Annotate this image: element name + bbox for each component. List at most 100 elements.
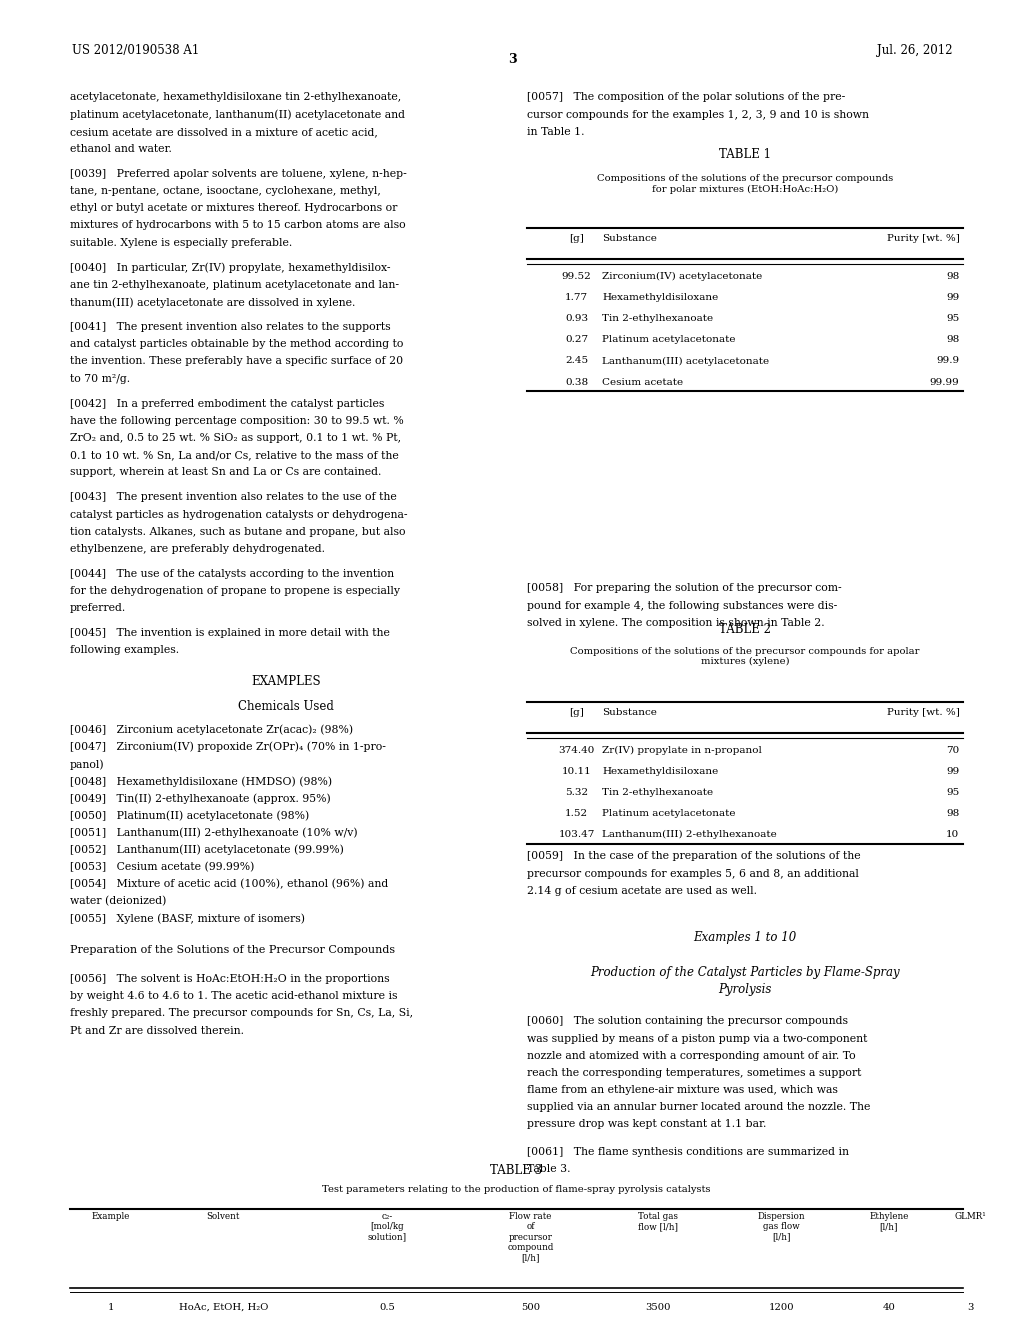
- Text: 99: 99: [946, 293, 959, 302]
- Text: precursor compounds for examples 5, 6 and 8, an additional: precursor compounds for examples 5, 6 an…: [527, 869, 859, 879]
- Text: acetylacetonate, hexamethyldisiloxane tin 2-ethylhexanoate,: acetylacetonate, hexamethyldisiloxane ti…: [70, 92, 400, 103]
- Text: [0054]   Mixture of acetic acid (100%), ethanol (96%) and: [0054] Mixture of acetic acid (100%), et…: [70, 879, 388, 890]
- Text: ane tin 2-ethylhexanoate, platinum acetylacetonate and lan-: ane tin 2-ethylhexanoate, platinum acety…: [70, 280, 398, 290]
- Text: to 70 m²/g.: to 70 m²/g.: [70, 374, 130, 384]
- Text: cursor compounds for the examples 1, 2, 3, 9 and 10 is shown: cursor compounds for the examples 1, 2, …: [527, 110, 869, 120]
- Text: pressure drop was kept constant at 1.1 bar.: pressure drop was kept constant at 1.1 b…: [527, 1119, 767, 1130]
- Text: Chemicals Used: Chemicals Used: [238, 700, 334, 713]
- Text: [0048]   Hexamethyldisiloxane (HMDSO) (98%): [0048] Hexamethyldisiloxane (HMDSO) (98%…: [70, 776, 332, 787]
- Text: ethanol and water.: ethanol and water.: [70, 144, 171, 154]
- Text: tion catalysts. Alkanes, such as butane and propane, but also: tion catalysts. Alkanes, such as butane …: [70, 527, 406, 537]
- Text: following examples.: following examples.: [70, 645, 179, 656]
- Text: Solvent: Solvent: [207, 1212, 240, 1221]
- Text: [0056]   The solvent is HoAc:EtOH:H₂O in the proportions: [0056] The solvent is HoAc:EtOH:H₂O in t…: [70, 974, 389, 985]
- Text: 70: 70: [946, 746, 959, 755]
- Text: 1.77: 1.77: [565, 293, 588, 302]
- Text: Compositions of the solutions of the precursor compounds
for polar mixtures (EtO: Compositions of the solutions of the pre…: [597, 174, 893, 194]
- Text: [0043]   The present invention also relates to the use of the: [0043] The present invention also relate…: [70, 492, 396, 503]
- Text: by weight 4.6 to 4.6 to 1. The acetic acid-ethanol mixture is: by weight 4.6 to 4.6 to 1. The acetic ac…: [70, 991, 397, 1002]
- Text: nozzle and atomized with a corresponding amount of air. To: nozzle and atomized with a corresponding…: [527, 1051, 856, 1061]
- Text: 500: 500: [521, 1303, 540, 1312]
- Text: cesium acetate are dissolved in a mixture of acetic acid,: cesium acetate are dissolved in a mixtur…: [70, 127, 378, 137]
- Text: Cesium acetate: Cesium acetate: [602, 378, 683, 387]
- Text: [0042]   In a preferred embodiment the catalyst particles: [0042] In a preferred embodiment the cat…: [70, 399, 384, 409]
- Text: [0060]   The solution containing the precursor compounds: [0060] The solution containing the precu…: [527, 1016, 848, 1027]
- Text: [0045]   The invention is explained in more detail with the: [0045] The invention is explained in mor…: [70, 628, 389, 639]
- Text: [g]: [g]: [569, 708, 584, 717]
- Text: [0040]   In particular, Zr(IV) propylate, hexamethyldisilox-: [0040] In particular, Zr(IV) propylate, …: [70, 263, 390, 273]
- Text: Flow rate
of
precursor
compound
[l/h]: Flow rate of precursor compound [l/h]: [507, 1212, 554, 1262]
- Text: Test parameters relating to the production of flame-spray pyrolysis catalysts: Test parameters relating to the producti…: [322, 1185, 711, 1195]
- Text: 3500: 3500: [646, 1303, 671, 1312]
- Text: [0057]   The composition of the polar solutions of the pre-: [0057] The composition of the polar solu…: [527, 92, 846, 103]
- Text: flame from an ethylene-air mixture was used, which was: flame from an ethylene-air mixture was u…: [527, 1085, 839, 1096]
- Text: Production of the Catalyst Particles by Flame-Spray: Production of the Catalyst Particles by …: [590, 966, 900, 979]
- Text: Hexamethyldisiloxane: Hexamethyldisiloxane: [602, 293, 719, 302]
- Text: 98: 98: [946, 272, 959, 281]
- Text: 3: 3: [968, 1303, 974, 1312]
- Text: freshly prepared. The precursor compounds for Sn, Cs, La, Si,: freshly prepared. The precursor compound…: [70, 1008, 413, 1019]
- Text: 3: 3: [508, 53, 516, 66]
- Text: 10: 10: [946, 830, 959, 840]
- Text: have the following percentage composition: 30 to 99.5 wt. %: have the following percentage compositio…: [70, 416, 403, 426]
- Text: in Table 1.: in Table 1.: [527, 127, 585, 137]
- Text: ZrO₂ and, 0.5 to 25 wt. % SiO₂ as support, 0.1 to 1 wt. % Pt,: ZrO₂ and, 0.5 to 25 wt. % SiO₂ as suppor…: [70, 433, 400, 444]
- Text: Examples 1 to 10: Examples 1 to 10: [693, 931, 797, 944]
- Text: suitable. Xylene is especially preferable.: suitable. Xylene is especially preferabl…: [70, 238, 292, 248]
- Text: 0.1 to 10 wt. % Sn, La and/or Cs, relative to the mass of the: 0.1 to 10 wt. % Sn, La and/or Cs, relati…: [70, 450, 398, 461]
- Text: Zr(IV) propylate in n-propanol: Zr(IV) propylate in n-propanol: [602, 746, 762, 755]
- Text: 103.47: 103.47: [558, 830, 595, 840]
- Text: 0.93: 0.93: [565, 314, 588, 323]
- Text: TABLE 3: TABLE 3: [490, 1164, 542, 1177]
- Text: Example: Example: [91, 1212, 130, 1221]
- Text: [0044]   The use of the catalysts according to the invention: [0044] The use of the catalysts accordin…: [70, 569, 394, 579]
- Text: pound for example 4, the following substances were dis-: pound for example 4, the following subst…: [527, 601, 838, 611]
- Text: 1200: 1200: [768, 1303, 795, 1312]
- Text: [g]: [g]: [569, 234, 584, 243]
- Text: 0.27: 0.27: [565, 335, 588, 345]
- Text: [0055]   Xylene (BASF, mixture of isomers): [0055] Xylene (BASF, mixture of isomers): [70, 913, 304, 924]
- Text: c₂-
[mol/kg
solution]: c₂- [mol/kg solution]: [368, 1212, 407, 1242]
- Text: 1.52: 1.52: [565, 809, 588, 818]
- Text: the invention. These preferably have a specific surface of 20: the invention. These preferably have a s…: [70, 356, 402, 367]
- Text: 0.38: 0.38: [565, 378, 588, 387]
- Text: 1: 1: [108, 1303, 114, 1312]
- Text: panol): panol): [70, 759, 104, 770]
- Text: support, wherein at least Sn and La or Cs are contained.: support, wherein at least Sn and La or C…: [70, 467, 381, 478]
- Text: thanum(III) acetylacetonate are dissolved in xylene.: thanum(III) acetylacetonate are dissolve…: [70, 297, 355, 308]
- Text: Hexamethyldisiloxane: Hexamethyldisiloxane: [602, 767, 719, 776]
- Text: was supplied by means of a piston pump via a two-component: was supplied by means of a piston pump v…: [527, 1034, 867, 1044]
- Text: 99.52: 99.52: [561, 272, 592, 281]
- Text: [0041]   The present invention also relates to the supports: [0041] The present invention also relate…: [70, 322, 390, 333]
- Text: [0039]   Preferred apolar solvents are toluene, xylene, n-hep-: [0039] Preferred apolar solvents are tol…: [70, 169, 407, 180]
- Text: [0050]   Platinum(II) acetylacetonate (98%): [0050] Platinum(II) acetylacetonate (98%…: [70, 810, 309, 821]
- Text: preferred.: preferred.: [70, 603, 126, 614]
- Text: 10.11: 10.11: [561, 767, 592, 776]
- Text: catalyst particles as hydrogenation catalysts or dehydrogena-: catalyst particles as hydrogenation cata…: [70, 510, 408, 520]
- Text: GLMR¹: GLMR¹: [954, 1212, 987, 1221]
- Text: Platinum acetylacetonate: Platinum acetylacetonate: [602, 809, 735, 818]
- Text: Total gas
flow [l/h]: Total gas flow [l/h]: [638, 1212, 679, 1232]
- Text: 0.5: 0.5: [379, 1303, 395, 1312]
- Text: [0061]   The flame synthesis conditions are summarized in: [0061] The flame synthesis conditions ar…: [527, 1147, 849, 1158]
- Text: [0052]   Lanthanum(III) acetylacetonate (99.99%): [0052] Lanthanum(III) acetylacetonate (9…: [70, 845, 343, 855]
- Text: Table 3.: Table 3.: [527, 1164, 570, 1175]
- Text: 98: 98: [946, 809, 959, 818]
- Text: Substance: Substance: [602, 234, 657, 243]
- Text: 5.32: 5.32: [565, 788, 588, 797]
- Text: 95: 95: [946, 314, 959, 323]
- Text: platinum acetylacetonate, lanthanum(II) acetylacetonate and: platinum acetylacetonate, lanthanum(II) …: [70, 110, 404, 120]
- Text: Substance: Substance: [602, 708, 657, 717]
- Text: Zirconium(IV) acetylacetonate: Zirconium(IV) acetylacetonate: [602, 272, 762, 281]
- Text: [0051]   Lanthanum(III) 2-ethylhexanoate (10% w/v): [0051] Lanthanum(III) 2-ethylhexanoate (…: [70, 828, 357, 838]
- Text: for the dehydrogenation of propane to propene is especially: for the dehydrogenation of propane to pr…: [70, 586, 399, 597]
- Text: ethyl or butyl acetate or mixtures thereof. Hydrocarbons or: ethyl or butyl acetate or mixtures there…: [70, 203, 397, 214]
- Text: Lanthanum(III) acetylacetonate: Lanthanum(III) acetylacetonate: [602, 356, 769, 366]
- Text: Pyrolysis: Pyrolysis: [718, 983, 772, 997]
- Text: [0047]   Zirconium(IV) propoxide Zr(OPr)₄ (70% in 1-pro-: [0047] Zirconium(IV) propoxide Zr(OPr)₄ …: [70, 742, 385, 752]
- Text: Ethylene
[l/h]: Ethylene [l/h]: [869, 1212, 908, 1232]
- Text: Platinum acetylacetonate: Platinum acetylacetonate: [602, 335, 735, 345]
- Text: Jul. 26, 2012: Jul. 26, 2012: [877, 44, 952, 57]
- Text: mixtures of hydrocarbons with 5 to 15 carbon atoms are also: mixtures of hydrocarbons with 5 to 15 ca…: [70, 220, 406, 231]
- Text: EXAMPLES: EXAMPLES: [251, 675, 321, 688]
